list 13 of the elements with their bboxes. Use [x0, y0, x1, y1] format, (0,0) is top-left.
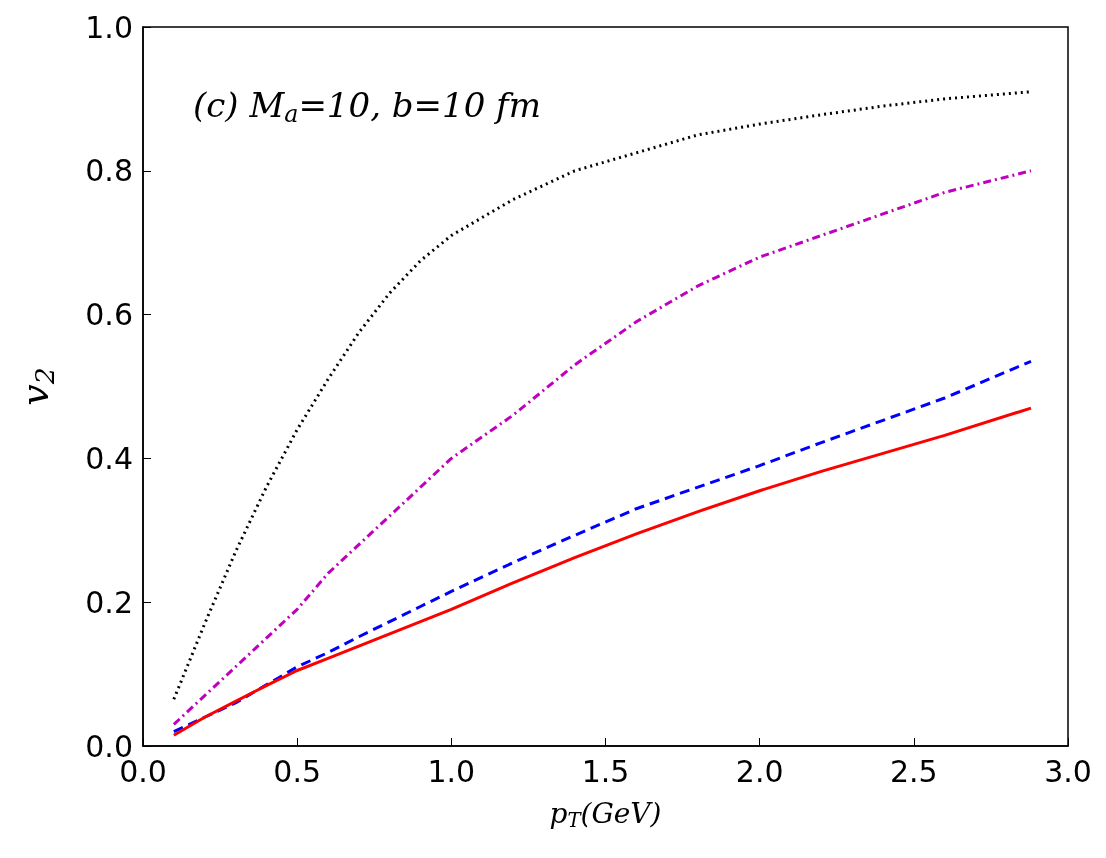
y-tick-label: 0.8 [85, 153, 133, 189]
y-axis-title: v2 [13, 367, 60, 406]
x-tick-label: 1.5 [581, 753, 630, 789]
x-tick-label: 2.0 [735, 753, 784, 789]
line-series [172, 169, 1033, 726]
y-tick-label: 0.4 [85, 440, 133, 476]
x-tick-label: 3.0 [1044, 753, 1092, 789]
y-tick-label: 1.0 [85, 9, 133, 45]
x-tick-label: 0.5 [273, 753, 322, 789]
y-tick-label: 0.2 [85, 584, 133, 620]
x-tick-label: 1.0 [427, 753, 476, 789]
y-tick-label: 0.6 [85, 297, 133, 333]
x-tick-label: 2.5 [889, 753, 938, 789]
